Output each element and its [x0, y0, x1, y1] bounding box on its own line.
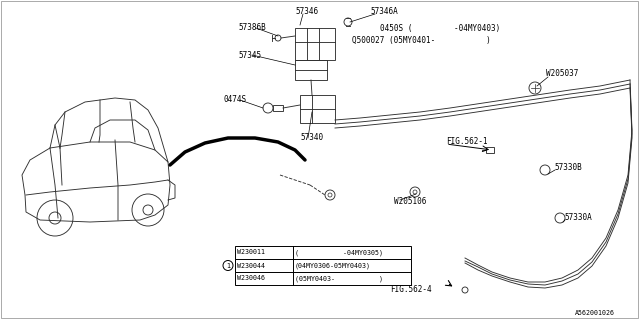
Text: 57330A: 57330A [564, 213, 592, 222]
FancyBboxPatch shape [235, 246, 411, 259]
Text: FIG.562-4: FIG.562-4 [390, 284, 431, 293]
FancyBboxPatch shape [235, 259, 411, 272]
Text: W230044: W230044 [237, 262, 265, 268]
Text: 0474S: 0474S [224, 95, 247, 105]
Text: 57386B: 57386B [238, 23, 266, 33]
Text: FIG.562-1: FIG.562-1 [446, 138, 488, 147]
Text: (           -04MY0305): ( -04MY0305) [295, 249, 383, 256]
Text: 1: 1 [226, 262, 230, 268]
Text: 57330B: 57330B [554, 164, 582, 172]
Text: W230011: W230011 [237, 250, 265, 255]
Text: 57346A: 57346A [370, 7, 397, 17]
Text: 57340: 57340 [300, 133, 323, 142]
Text: 57345: 57345 [238, 51, 261, 60]
Text: (05MY0403-           ): (05MY0403- ) [295, 275, 383, 282]
Text: 0450S (         -04MY0403): 0450S ( -04MY0403) [380, 23, 500, 33]
Text: W230046: W230046 [237, 276, 265, 282]
FancyBboxPatch shape [235, 272, 411, 285]
Text: 57346: 57346 [295, 7, 318, 17]
Text: W205037: W205037 [546, 69, 579, 78]
Text: Q500027 (05MY0401-           ): Q500027 (05MY0401- ) [352, 36, 491, 44]
Text: (04MY0306-05MY0403): (04MY0306-05MY0403) [295, 262, 371, 269]
Text: W205106: W205106 [394, 197, 426, 206]
Text: A562001026: A562001026 [575, 310, 615, 316]
